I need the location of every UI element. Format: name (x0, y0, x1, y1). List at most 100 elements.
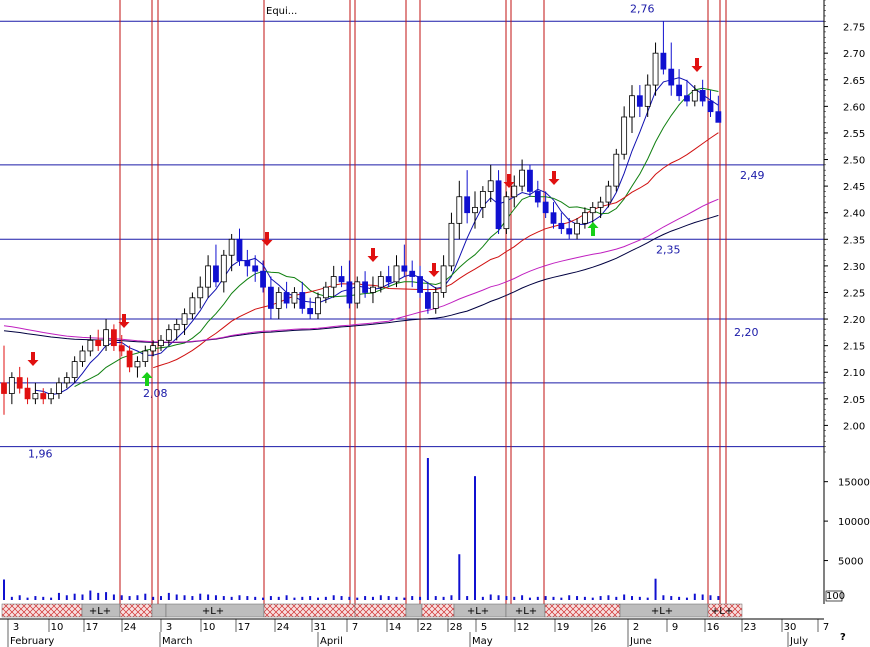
candle-body (636, 95, 643, 107)
price-tick-label: 2.70 (843, 49, 865, 60)
moving-average-line (3, 198, 719, 343)
candle-body (103, 329, 109, 347)
candle-body (440, 265, 447, 293)
candle-body (487, 180, 494, 192)
candle-body (291, 292, 298, 304)
signal-label: +L+ (651, 606, 673, 617)
candle-body (495, 180, 502, 230)
candle-body (511, 185, 518, 198)
price-tick-label: 2.35 (843, 235, 865, 246)
x-day-label: 22 (420, 622, 433, 633)
candle-body (534, 191, 541, 203)
sell-arrow (118, 314, 130, 328)
candle-body (472, 206, 478, 214)
level-label: 2,49 (740, 169, 765, 182)
signal-label: +L+ (202, 606, 224, 617)
x-day-label: 2 (633, 622, 639, 633)
candle-body (338, 276, 345, 283)
price-tick-label: 2.05 (843, 395, 865, 406)
moving-average-line (3, 214, 719, 343)
candle-body (346, 281, 353, 304)
candle-body (315, 297, 321, 315)
signal-label: +L+ (89, 606, 111, 617)
candle-body (574, 222, 580, 235)
candle-body (621, 116, 628, 155)
candle-body (417, 276, 423, 293)
x-day-label: 28 (450, 622, 463, 633)
candle-body (660, 52, 667, 70)
candle-body (550, 212, 557, 224)
candle-body (118, 345, 125, 352)
candle-body (519, 169, 525, 187)
candle-body (260, 270, 266, 288)
candle-body (715, 111, 722, 123)
candle-body (377, 276, 384, 288)
support-resistance-levels: 2,76 2,49 2,35 2,20 2,08 1,96 (0, 2, 824, 461)
moving-average-line (35, 77, 719, 396)
level-label: 2,76 (630, 2, 655, 15)
candle-body (181, 313, 188, 325)
help-mark: ? (840, 632, 846, 643)
candle-body (691, 90, 698, 102)
x-day-label: 19 (557, 622, 570, 633)
price-tick-label: 2.50 (843, 156, 865, 167)
candle-body (370, 286, 376, 293)
x-day-label: 26 (594, 622, 607, 633)
chart-title: Equi... (266, 6, 297, 17)
candle-body (126, 350, 133, 368)
x-day-label: 23 (744, 622, 757, 633)
candle-body (527, 169, 533, 192)
candle-body (676, 84, 682, 97)
x-day-label: 9 (672, 622, 678, 633)
candle-body (244, 260, 251, 267)
price-tick-label: 2.00 (843, 421, 865, 432)
sell-arrow (27, 352, 39, 366)
x-month-label: May (472, 636, 493, 647)
candle-body (134, 361, 141, 368)
signal-segment (421, 603, 455, 618)
signal-label: +L+ (711, 606, 733, 617)
candle-body (613, 153, 620, 187)
candle-body (597, 201, 604, 208)
price-tick-label: 2.75 (843, 23, 865, 34)
candle-body (56, 382, 62, 394)
x-day-label: 24 (124, 622, 137, 633)
candle-body (220, 254, 227, 283)
signal-segment (354, 603, 407, 618)
price-tick-label: 2.25 (843, 288, 865, 299)
level-label: 1,96 (28, 448, 53, 461)
price-tick-label: 2.65 (843, 76, 865, 87)
candle-body (542, 201, 549, 214)
candle-body (111, 329, 117, 347)
candle-body (79, 350, 86, 362)
candle-body (63, 377, 70, 384)
candle-body (644, 84, 651, 107)
candle-body (479, 191, 486, 208)
candle-body (409, 270, 416, 277)
x-day-label: 14 (389, 622, 402, 633)
candle-body (213, 265, 219, 283)
candle-body (32, 393, 39, 400)
level-label: 2,20 (734, 326, 759, 339)
candle-body (142, 350, 149, 362)
candle-body (228, 238, 235, 256)
candle-body (558, 222, 565, 230)
signal-bar: +L+ +L+ +L+ +L+ +L+ +L+ (1, 603, 743, 618)
price-tick-label: 2.10 (843, 368, 865, 379)
candle-body (267, 286, 274, 309)
candle-body (150, 345, 157, 352)
candle-body (173, 323, 180, 331)
x-day-label: 10 (51, 622, 64, 633)
candle-body (189, 297, 196, 315)
x-day-label: 7 (823, 622, 829, 633)
candle-body (87, 339, 94, 352)
candle-body (589, 206, 596, 214)
candle-body (16, 377, 23, 389)
candle-body (158, 339, 164, 347)
candle-body (1, 382, 7, 394)
signal-segment (544, 603, 621, 618)
candlesticks (1, 21, 722, 415)
signal-segment (151, 603, 167, 618)
